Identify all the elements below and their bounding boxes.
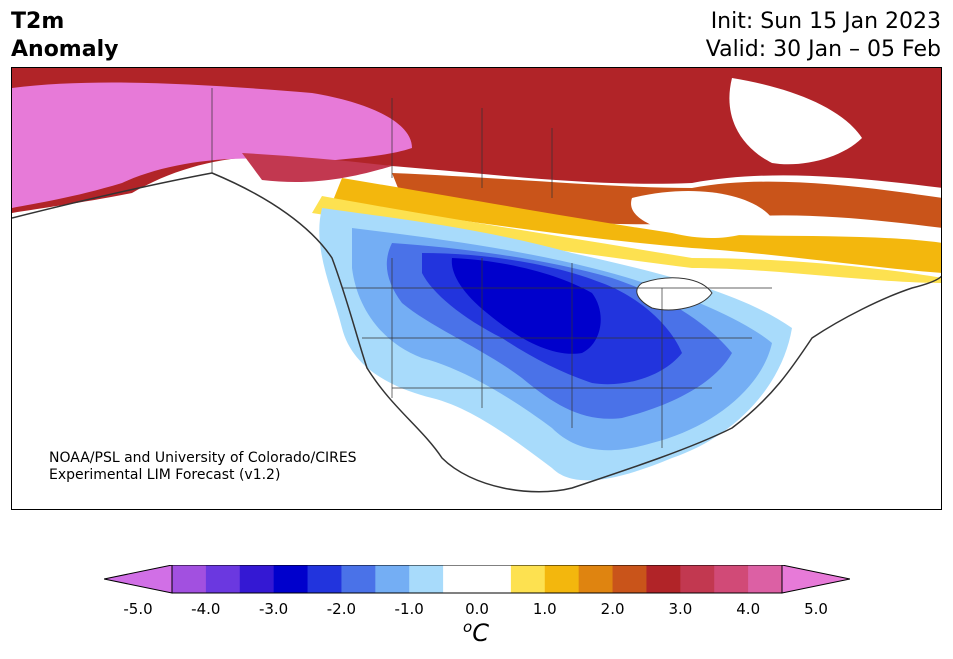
colorbar-tick-label: 3.0 xyxy=(668,600,693,618)
colorbar-segment xyxy=(205,565,241,593)
colorbar-tick-label: 1.0 xyxy=(532,600,557,618)
colorbar-segment xyxy=(680,565,715,593)
canada-borders xyxy=(211,88,553,198)
forecast-dates: Init: Sun 15 Jan 2023 Valid: 30 Jan – 05… xyxy=(706,8,941,64)
colorbar-segment xyxy=(172,565,207,593)
colorbar-segment xyxy=(510,565,546,593)
colorbar-segment xyxy=(578,565,614,593)
colorbar-segment xyxy=(748,565,783,593)
colorbar-segment xyxy=(612,565,647,593)
colorbar-segment xyxy=(409,565,444,593)
colorbar xyxy=(104,565,850,594)
colorbar-outline xyxy=(171,565,783,594)
arctic-water xyxy=(729,78,862,165)
credit-line-2: Experimental LIM Forecast (v1.2) xyxy=(49,467,281,483)
colorbar-tick-label: -3.0 xyxy=(258,600,289,618)
colorbar-segment xyxy=(273,565,309,593)
state-borders xyxy=(342,258,772,448)
warm-band-gold xyxy=(332,178,941,273)
colorbar-tick-label: -1.0 xyxy=(394,600,424,618)
colorbar-segment xyxy=(544,565,580,593)
map-title: T2m Anomaly xyxy=(11,8,118,64)
coastline xyxy=(12,172,941,493)
colorbar-tick-label: -2.0 xyxy=(326,600,357,618)
warm-band-yellow xyxy=(312,196,941,283)
colorbar-segment xyxy=(477,565,512,593)
colorbar-tick-label: 5.0 xyxy=(804,600,828,618)
colorbar-tick-label: -5.0 xyxy=(123,600,153,618)
colorbar-segment xyxy=(239,565,275,593)
credit-line-1: NOAA/PSL and University of Colorado/CIRE… xyxy=(49,450,357,466)
colorbar-segment xyxy=(375,565,410,593)
unit-label: oC xyxy=(463,618,489,647)
colorbar-tick-label: 0.0 xyxy=(465,600,489,618)
colorbar-segment xyxy=(341,565,376,593)
colorbar-low-arrow xyxy=(104,565,173,594)
colorbar-segment xyxy=(714,565,749,593)
credit-text: NOAA/PSL and University of Colorado/CIRE… xyxy=(49,450,357,484)
anomaly-map xyxy=(11,67,942,510)
colorbar-tick-label: -4.0 xyxy=(191,600,221,618)
colorbar-tick-label: 2.0 xyxy=(600,600,625,618)
colorbar-high-arrow xyxy=(781,565,850,594)
great-lakes xyxy=(636,277,713,311)
cold-core xyxy=(451,258,601,354)
colorbar-segments xyxy=(172,565,783,593)
colorbar-tick-label: 4.0 xyxy=(736,600,761,618)
hudson-water xyxy=(631,190,772,238)
map-svg xyxy=(12,68,941,493)
init-date: Init: Sun 15 Jan 2023 xyxy=(710,9,941,34)
yukon-crimson xyxy=(242,153,392,183)
colorbar-segment xyxy=(307,565,342,593)
title-line-1: T2m xyxy=(11,9,65,34)
title-line-2: Anomaly xyxy=(11,37,119,62)
valid-dates: Valid: 30 Jan – 05 Feb xyxy=(705,37,941,62)
colorbar-segment xyxy=(443,565,478,593)
colorbar-segment xyxy=(646,565,681,593)
